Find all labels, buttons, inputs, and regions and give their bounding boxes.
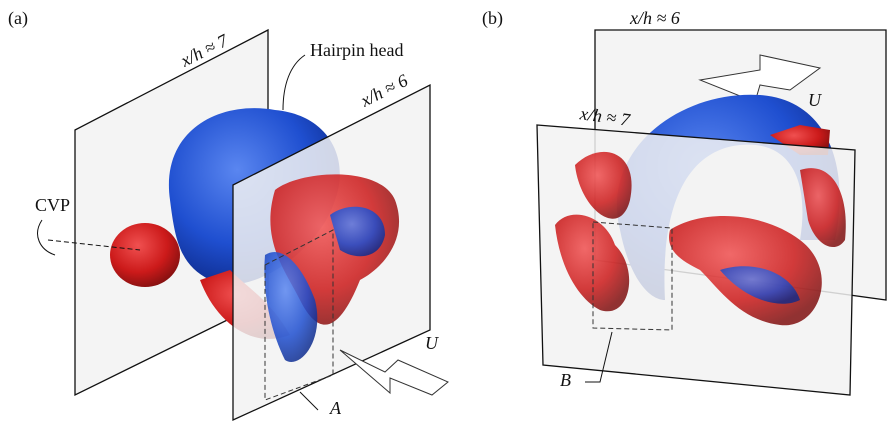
vortex-red (555, 214, 630, 312)
region-box (264, 229, 334, 401)
flow-label: U (808, 90, 822, 110)
rotation-arrow (37, 219, 56, 256)
leader (282, 54, 306, 111)
plane-label: x/h ≈ 6 (629, 8, 680, 28)
annotation: CVP (35, 195, 70, 215)
vortex-blue (720, 266, 800, 304)
vortex-blue (264, 252, 318, 362)
panel-a: (a) x/h ≈ 7 x/h ≈ 6 A Hairpin head CVP U (8, 8, 449, 422)
panel-label: (a) (8, 8, 28, 29)
annotation: Hairpin head (310, 40, 403, 60)
box-label: B (560, 370, 571, 390)
vortex-red (575, 151, 632, 219)
leader (585, 331, 613, 383)
cvp-blob (110, 223, 180, 287)
region-box (592, 221, 673, 331)
box-label: A (329, 398, 342, 418)
panel-b: (b) x/h ≈ 6 U x/h ≈ 7 B (482, 8, 887, 396)
panel-label: (b) (482, 8, 503, 29)
flow-label: U (425, 333, 439, 353)
vortex-red (800, 168, 846, 248)
vortex-blue (330, 206, 385, 257)
flow-arrow (339, 349, 449, 396)
leader (299, 391, 319, 411)
